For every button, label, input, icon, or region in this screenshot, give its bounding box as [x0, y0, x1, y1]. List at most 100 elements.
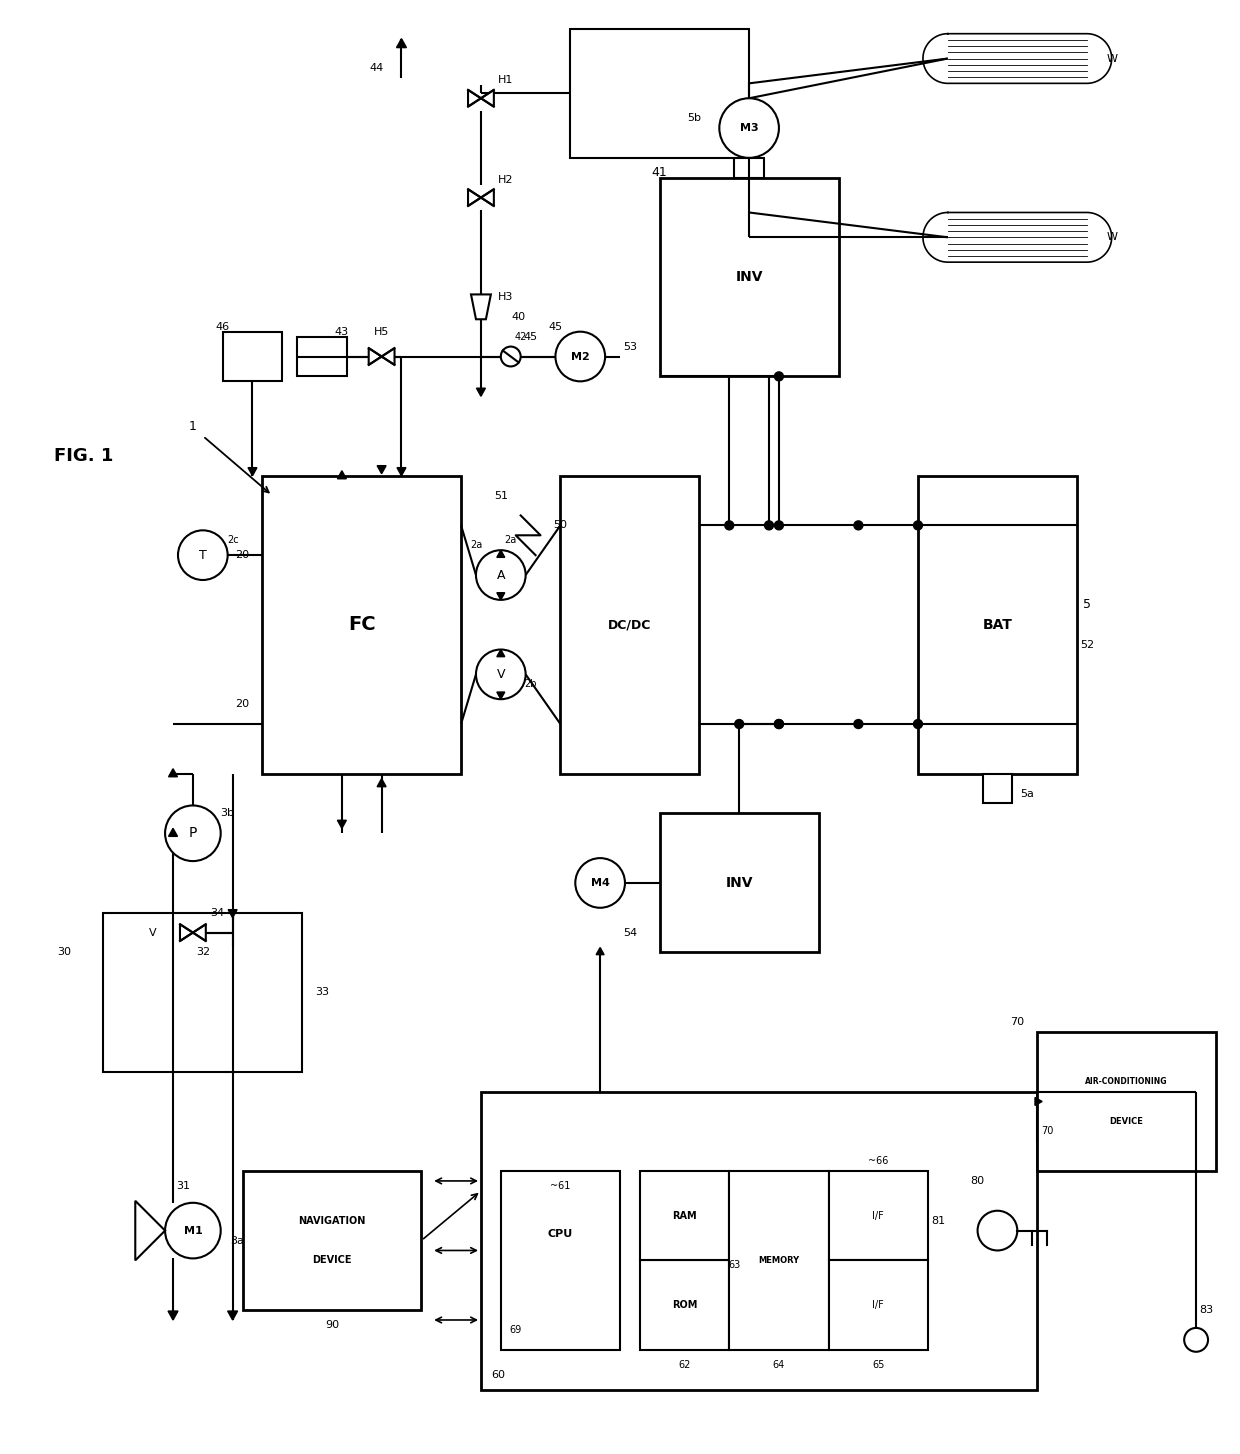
Text: 62: 62 [678, 1359, 691, 1370]
Text: M3: M3 [740, 124, 759, 134]
Text: NAVIGATION: NAVIGATION [299, 1216, 366, 1226]
Text: 20: 20 [236, 699, 249, 710]
Text: 33: 33 [315, 987, 329, 997]
Text: 43: 43 [335, 327, 348, 337]
Polygon shape [248, 468, 257, 475]
Text: 60: 60 [491, 1370, 505, 1380]
Text: 30: 30 [57, 948, 71, 958]
Text: 32: 32 [196, 948, 210, 958]
Text: 81: 81 [931, 1216, 945, 1226]
Polygon shape [497, 593, 505, 601]
Polygon shape [397, 468, 405, 475]
Polygon shape [193, 925, 206, 941]
Polygon shape [337, 820, 346, 829]
Bar [570, 29, 749, 158]
Text: ROM: ROM [672, 1300, 697, 1310]
Text: 31: 31 [176, 1181, 190, 1191]
Text: H2: H2 [498, 174, 513, 185]
Text: V: V [496, 667, 505, 680]
Polygon shape [476, 388, 485, 397]
Text: 52: 52 [1080, 640, 1094, 650]
Text: A: A [496, 569, 505, 582]
Bar [560, 475, 699, 774]
Text: 34: 34 [211, 907, 224, 917]
Text: AIR-CONDITIONING: AIR-CONDITIONING [1085, 1077, 1168, 1086]
Text: FIG. 1: FIG. 1 [53, 446, 113, 465]
Text: INV: INV [735, 270, 763, 284]
Bar [918, 475, 1076, 774]
Bar [729, 1170, 828, 1349]
Text: V: V [149, 928, 157, 938]
Polygon shape [169, 1312, 179, 1320]
Polygon shape [923, 212, 1112, 262]
Circle shape [914, 720, 923, 728]
Text: RAM: RAM [672, 1211, 697, 1221]
Text: 51: 51 [494, 490, 508, 500]
Polygon shape [368, 348, 382, 365]
Text: W: W [1106, 54, 1117, 64]
Bar [501, 1170, 620, 1349]
Text: 83: 83 [1199, 1306, 1213, 1314]
Bar [660, 177, 838, 377]
Circle shape [476, 650, 526, 699]
Circle shape [775, 720, 784, 728]
Text: MEMORY: MEMORY [759, 1256, 800, 1265]
Polygon shape [228, 910, 237, 917]
Circle shape [719, 99, 779, 158]
Circle shape [775, 720, 784, 728]
Bar [640, 1170, 729, 1261]
Text: 44: 44 [370, 64, 383, 74]
Polygon shape [481, 90, 494, 106]
Text: 41: 41 [652, 166, 667, 179]
Polygon shape [169, 829, 177, 836]
Text: ~66: ~66 [868, 1156, 888, 1166]
Polygon shape [596, 948, 604, 955]
Circle shape [575, 858, 625, 907]
Text: DEVICE: DEVICE [1110, 1117, 1143, 1125]
Bar [828, 1170, 928, 1261]
Text: P: P [188, 826, 197, 840]
Bar [734, 158, 764, 177]
Text: 70: 70 [1011, 1016, 1024, 1027]
Text: 40: 40 [512, 311, 526, 321]
Polygon shape [382, 348, 394, 365]
Text: 70: 70 [1040, 1127, 1053, 1136]
Bar [243, 1170, 422, 1310]
Polygon shape [497, 550, 505, 557]
Polygon shape [228, 1312, 238, 1320]
Text: W: W [1106, 233, 1117, 243]
Text: 45: 45 [548, 321, 563, 332]
Text: 1: 1 [188, 420, 197, 432]
Text: 42: 42 [515, 332, 527, 342]
Circle shape [165, 806, 221, 861]
Text: DEVICE: DEVICE [312, 1255, 352, 1265]
Polygon shape [135, 1201, 165, 1261]
Polygon shape [180, 925, 193, 941]
Text: 2c: 2c [227, 535, 238, 545]
Text: 69: 69 [510, 1325, 522, 1335]
Text: M1: M1 [184, 1226, 202, 1236]
Circle shape [854, 521, 863, 529]
Bar [1037, 1032, 1216, 1170]
Bar [103, 913, 303, 1072]
Text: 90: 90 [325, 1320, 339, 1330]
Text: 64: 64 [773, 1359, 785, 1370]
Bar [982, 774, 1012, 804]
Circle shape [556, 332, 605, 381]
Bar [481, 1092, 1037, 1390]
Text: 2a: 2a [505, 535, 517, 545]
Circle shape [165, 1202, 221, 1258]
Text: T: T [198, 548, 207, 561]
Text: 65: 65 [872, 1359, 884, 1370]
Text: H3: H3 [498, 292, 513, 302]
Polygon shape [923, 33, 1112, 83]
Circle shape [1184, 1328, 1208, 1352]
Polygon shape [471, 294, 491, 320]
Text: 2b: 2b [525, 679, 537, 689]
Circle shape [914, 521, 923, 529]
Polygon shape [377, 779, 386, 787]
Polygon shape [497, 692, 505, 699]
Bar [263, 475, 461, 774]
Bar [660, 813, 818, 952]
Text: 54: 54 [622, 928, 637, 938]
